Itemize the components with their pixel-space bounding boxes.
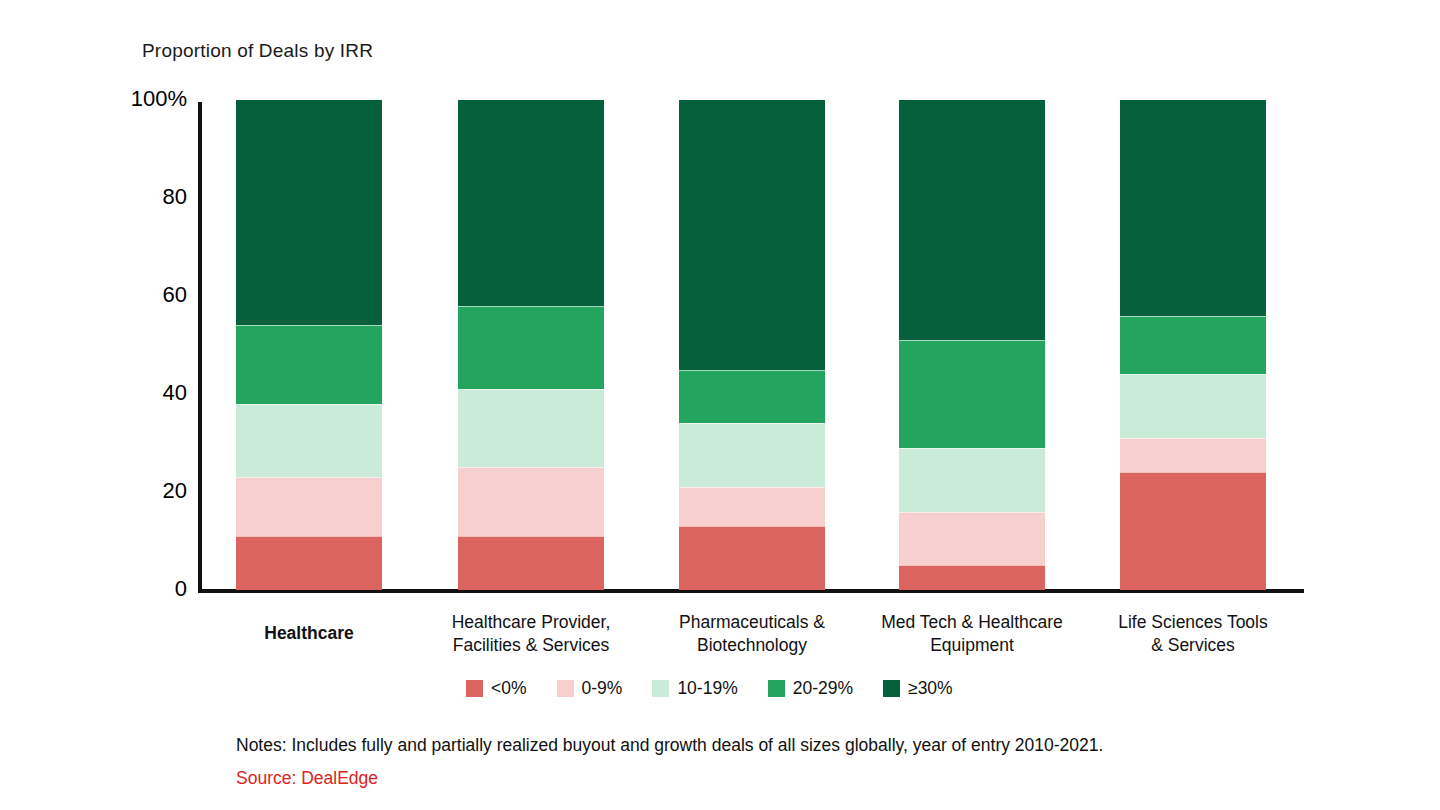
x-axis-label: Life Sciences Tools& Services [1053, 607, 1333, 661]
legend-swatch-icon [652, 680, 669, 697]
legend-item: 0-9% [557, 678, 623, 699]
legend-label: ≥30% [908, 678, 953, 699]
legend-swatch-icon [883, 680, 900, 697]
chart-canvas: Proportion of Deals by IRR 100%806040200… [0, 0, 1440, 810]
legend-label: 0-9% [582, 678, 623, 699]
legend-swatch-icon [768, 680, 785, 697]
legend-swatch-icon [557, 680, 574, 697]
notes-text: Notes: Includes fully and partially real… [236, 735, 1103, 756]
legend-label: <0% [491, 678, 527, 699]
legend-swatch-icon [466, 680, 483, 697]
legend-item: 20-29% [768, 678, 853, 699]
legend-label: 10-19% [677, 678, 737, 699]
legend-label: 20-29% [793, 678, 853, 699]
legend: <0% 0-9% 10-19% 20-29% ≥30% [466, 678, 953, 699]
source-text: Source: DealEdge [236, 768, 378, 789]
legend-item: 10-19% [652, 678, 737, 699]
legend-item: ≥30% [883, 678, 953, 699]
legend-item: <0% [466, 678, 527, 699]
